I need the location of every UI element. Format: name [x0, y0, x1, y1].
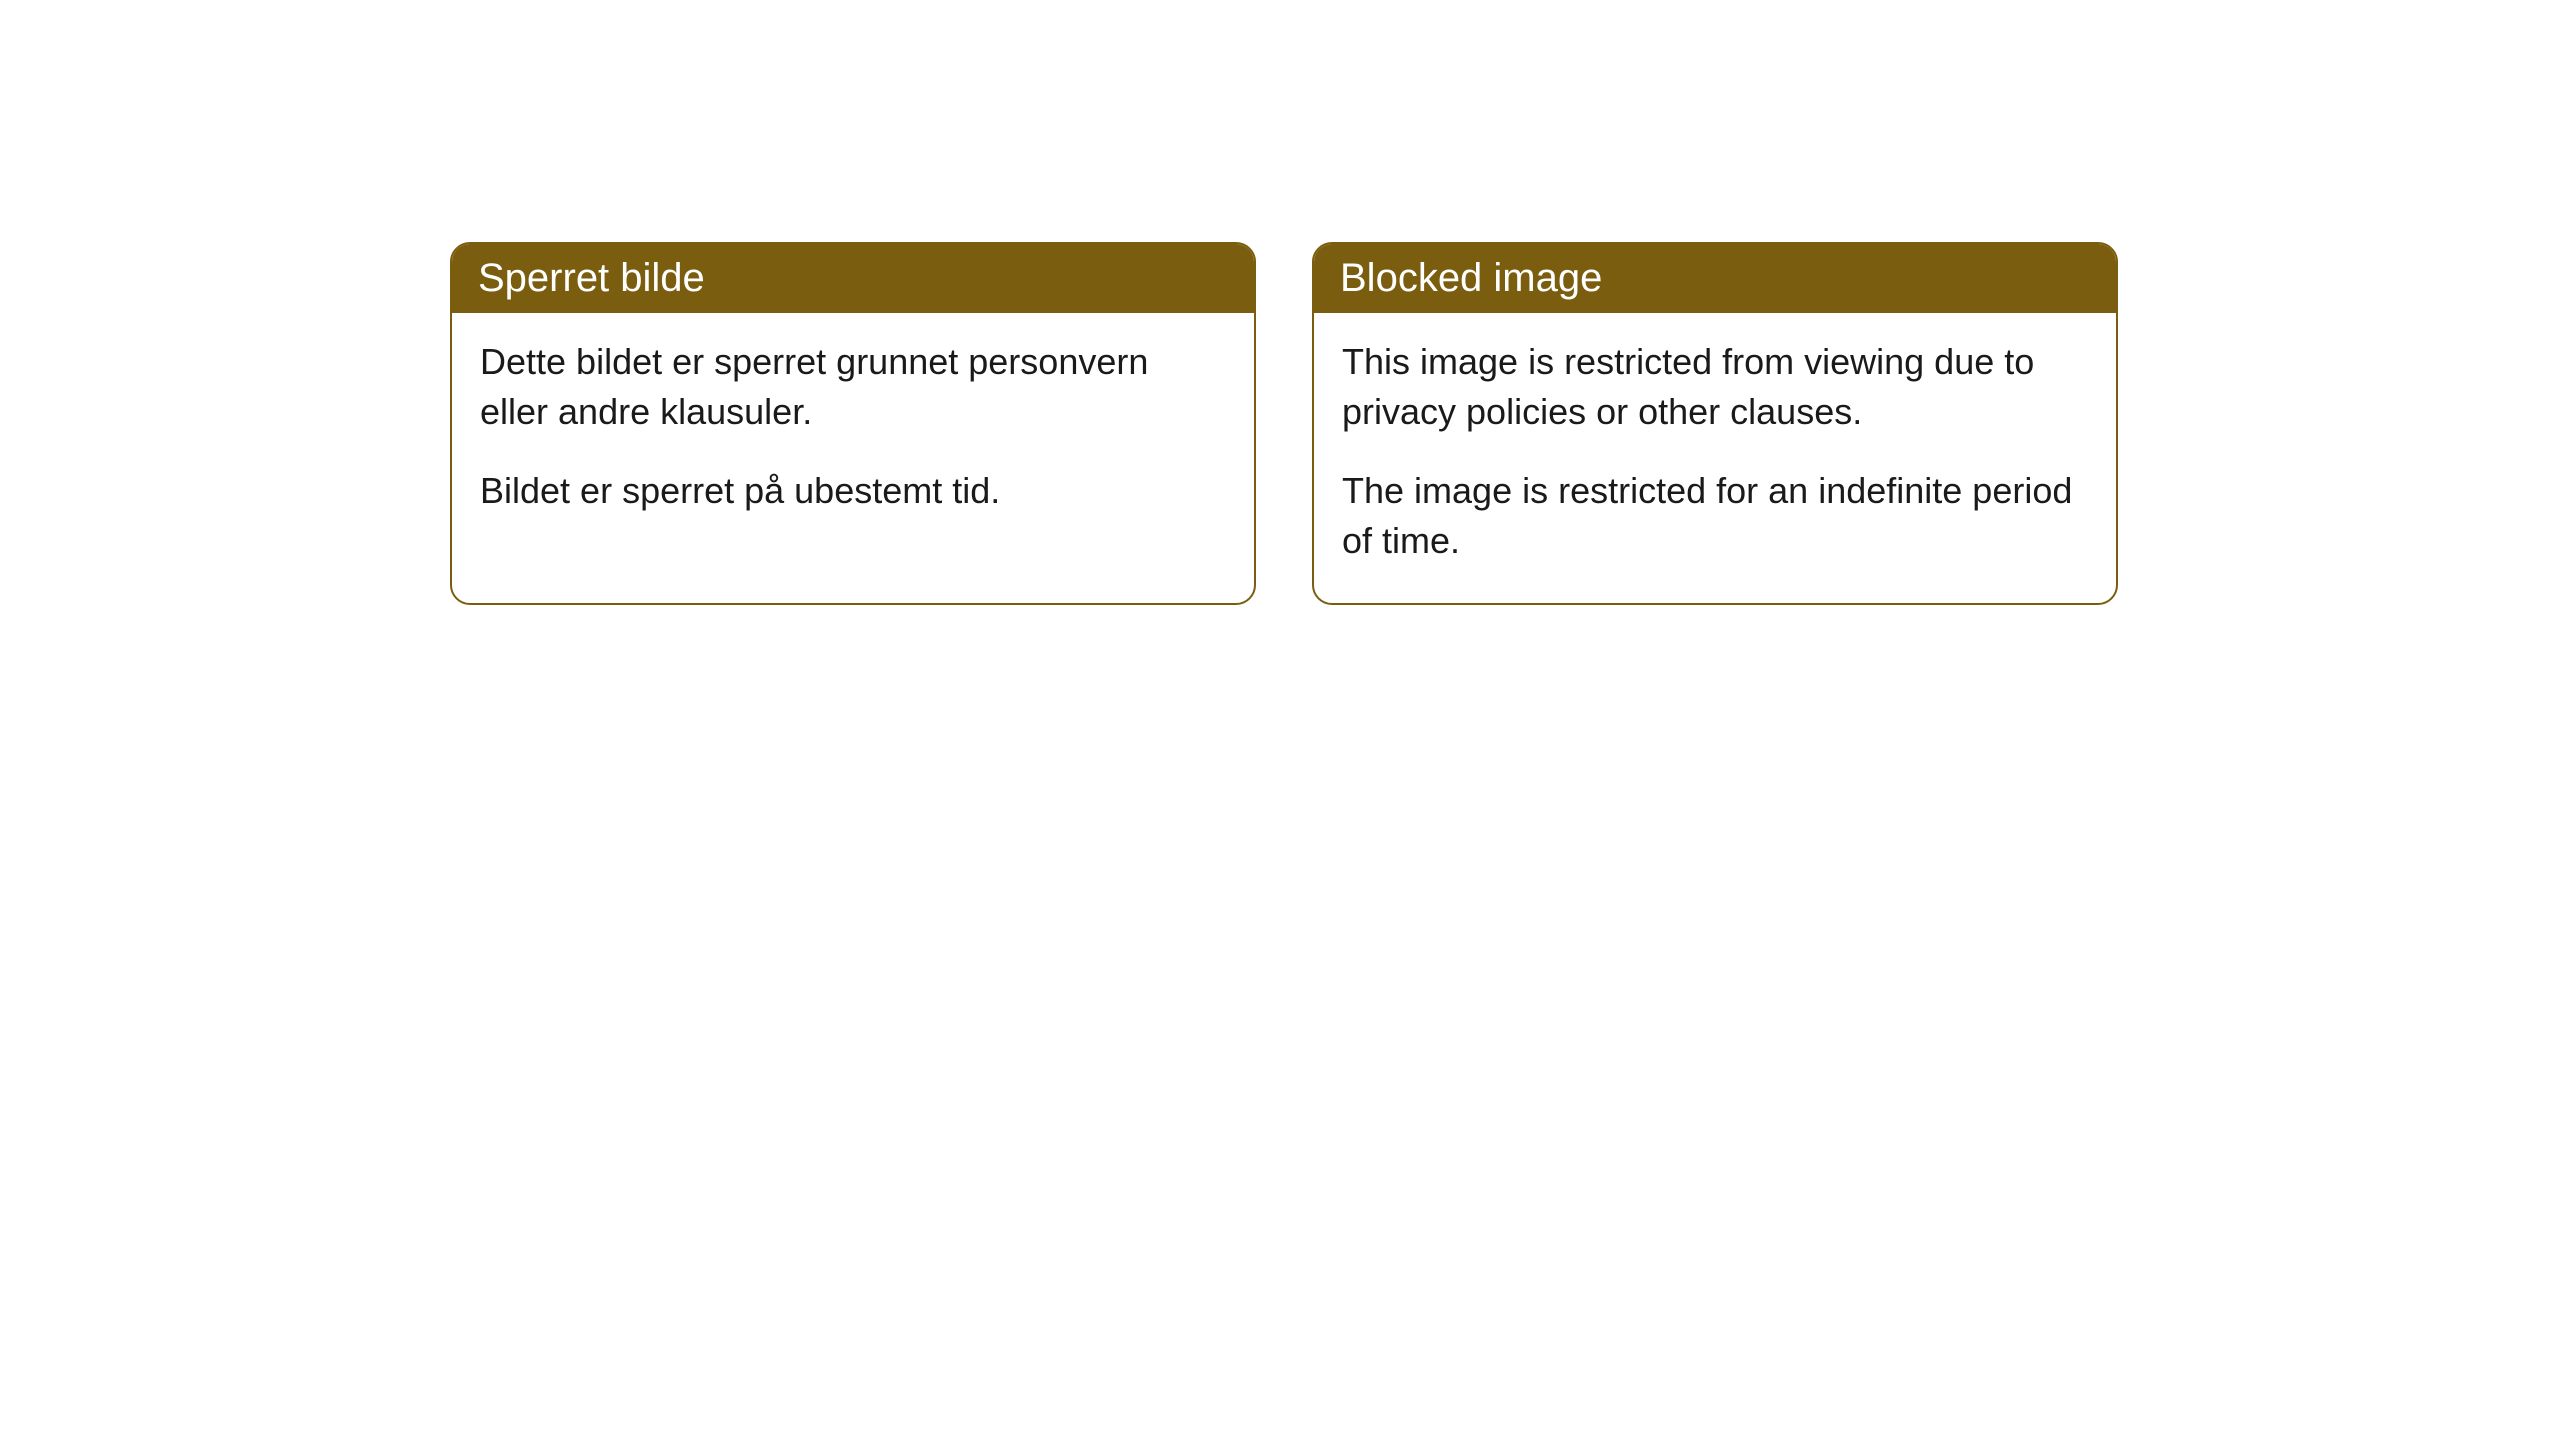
card-text-english-2: The image is restricted for an indefinit…: [1342, 466, 2088, 567]
cards-container: Sperret bilde Dette bildet er sperret gr…: [450, 242, 2560, 605]
card-text-norwegian-1: Dette bildet er sperret grunnet personve…: [480, 337, 1226, 438]
card-norwegian: Sperret bilde Dette bildet er sperret gr…: [450, 242, 1256, 605]
card-body-english: This image is restricted from viewing du…: [1314, 313, 2116, 603]
card-text-norwegian-2: Bildet er sperret på ubestemt tid.: [480, 466, 1226, 516]
card-english: Blocked image This image is restricted f…: [1312, 242, 2118, 605]
card-body-norwegian: Dette bildet er sperret grunnet personve…: [452, 313, 1254, 552]
card-text-english-1: This image is restricted from viewing du…: [1342, 337, 2088, 438]
card-header-norwegian: Sperret bilde: [452, 244, 1254, 313]
card-header-english: Blocked image: [1314, 244, 2116, 313]
